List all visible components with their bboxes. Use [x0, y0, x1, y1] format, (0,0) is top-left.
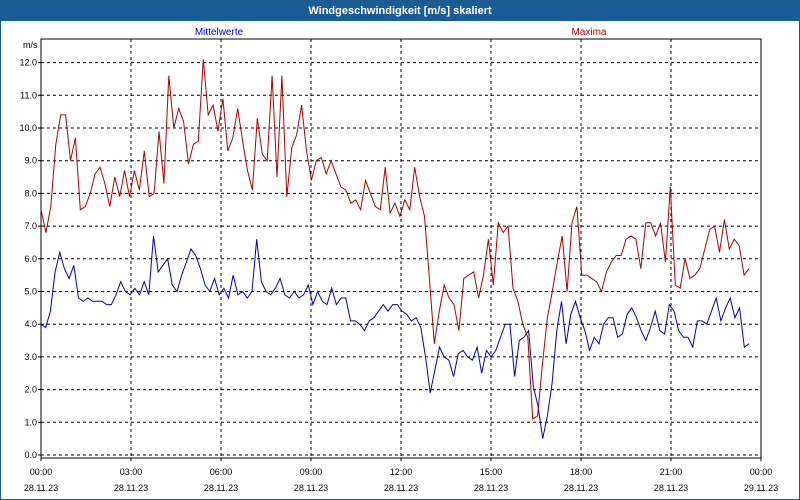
window-title: Windgeschwindigkeit [m/s] skaliert: [1, 1, 799, 21]
x-tick-time-label: 12:00: [390, 467, 413, 477]
x-tick-date-label: 28.11.23: [294, 483, 328, 493]
x-tick-time-label: 00:00: [30, 467, 53, 477]
y-tick-label: 2.0: [24, 385, 37, 395]
series-line-mittelwerte: [40, 235, 750, 439]
x-tick-date-label: 28.11.23: [24, 483, 58, 493]
y-axis-label: m/s: [23, 40, 38, 50]
x-tick-time-label: 06:00: [210, 467, 233, 477]
x-tick-time-label: 15:00: [480, 467, 503, 477]
x-tick-time-label: 09:00: [300, 467, 323, 477]
x-tick-date-label: 28.11.23: [114, 483, 148, 493]
y-tick-label: 9.0: [24, 156, 37, 166]
x-tick-date-label: 28.11.23: [204, 483, 238, 493]
x-axis: 00:00 28.11.23 03:00 28.11.23 06:00 28.11.23 0…: [24, 458, 778, 493]
y-tick-label: 11.0: [20, 90, 37, 100]
y-tick-label: 3.0: [24, 352, 37, 362]
y-tick-label: 8.0: [24, 188, 37, 198]
x-tick-time-label: 21:00: [660, 467, 683, 477]
legend-maxima: Maxima: [571, 27, 606, 38]
x-tick-time-label: 18:00: [570, 467, 593, 477]
y-tick-label: 10.0: [19, 123, 37, 133]
y-tick-label: 5.0: [24, 287, 37, 297]
y-tick-label: 4.0: [24, 319, 37, 329]
x-tick-date-label: 28.11.23: [474, 483, 508, 493]
x-tick-time-label: 03:00: [120, 467, 143, 477]
y-axis: 0.0 1.0 2.0 3.0 4.0 5.0 6.0 7.0 8.0 9.0 10.0 11.0 12…: [19, 58, 41, 460]
y-tick-label: 0.0: [24, 450, 37, 460]
y-tick-label: 12.0: [19, 58, 37, 68]
chart: 0.0 1.0 2.0 3.0 4.0 5.0 6.0 7.0 8.0 9.0 10.0 11.0 12…: [19, 27, 778, 493]
y-tick-label: 1.0: [24, 417, 37, 427]
y-tick-label: 7.0: [24, 221, 37, 231]
series: [40, 59, 750, 439]
x-tick-date-label: 28.11.23: [564, 483, 598, 493]
series-line-maxima: [40, 59, 750, 420]
x-tick-date-label: 29.11.23: [744, 483, 778, 493]
x-tick-date-label: 28.11.23: [654, 483, 688, 493]
x-tick-time-label: 00:00: [750, 467, 773, 477]
grid: [41, 39, 761, 458]
y-tick-label: 6.0: [24, 254, 37, 264]
x-tick-date-label: 28.11.23: [384, 483, 418, 493]
legend-mittelwerte: Mittelwerte: [195, 27, 244, 38]
